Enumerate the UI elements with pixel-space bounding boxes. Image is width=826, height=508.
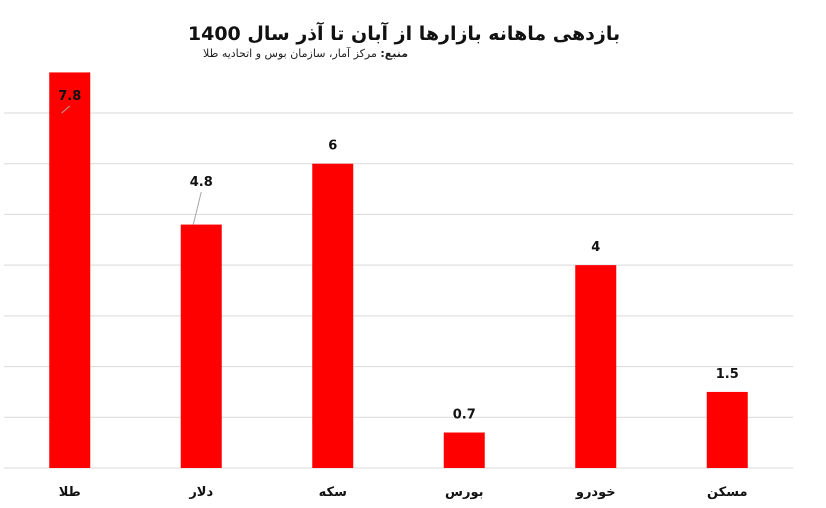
bar	[443, 432, 485, 468]
category-label: مسکن	[707, 485, 748, 500]
data-label: 6	[328, 139, 337, 154]
bar	[49, 72, 91, 468]
category-label: خودرو	[575, 485, 616, 500]
bars	[49, 72, 748, 468]
leader-line	[192, 191, 202, 225]
bar	[575, 265, 617, 468]
chart-title: بازدهی ماهانه بازارها از آبان تا آذر سال…	[188, 21, 620, 45]
bar	[312, 163, 354, 468]
data-label: 4	[591, 240, 600, 255]
source-text: مرکز آمار، سازمان بوس و اتحادیه طلا	[203, 46, 377, 60]
category-label: سکه	[319, 485, 347, 500]
category-labels: طلا دلار سکه بورس خودرو مسکن	[59, 485, 748, 500]
bar	[180, 224, 222, 468]
category-label: بورس	[445, 485, 483, 500]
category-label: دلار	[188, 485, 213, 500]
gridlines	[4, 112, 793, 418]
source-label: منبع:	[380, 47, 408, 60]
data-label: 1.5	[716, 367, 739, 382]
category-label: طلا	[59, 485, 81, 500]
bar	[706, 391, 748, 468]
data-label: 7.8	[58, 89, 81, 104]
label-leader-lines	[61, 105, 202, 225]
data-label: 0.7	[453, 408, 476, 423]
data-label: 4.8	[190, 175, 213, 190]
leader-line	[61, 105, 71, 114]
data-labels: 7.8 4.8 6 0.7 4 1.5	[58, 89, 739, 423]
chart-source: منبع: مرکز آمار، سازمان بوس و اتحادیه طل…	[203, 46, 408, 60]
